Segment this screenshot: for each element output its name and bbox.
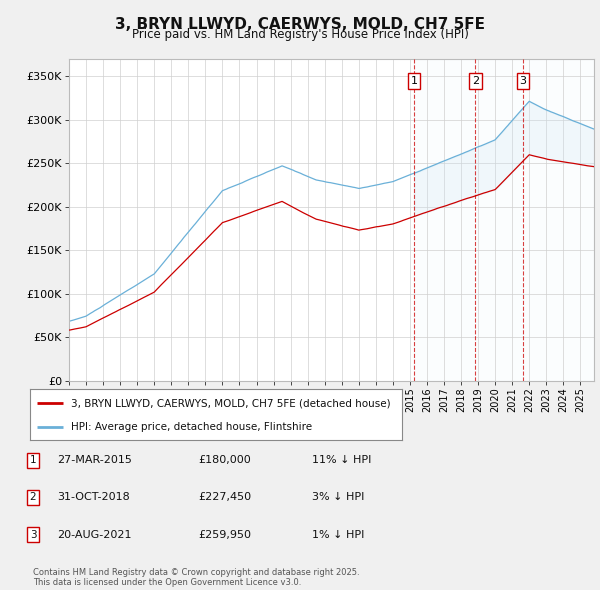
Text: Contains HM Land Registry data © Crown copyright and database right 2025.
This d: Contains HM Land Registry data © Crown c… <box>33 568 359 587</box>
Text: 1: 1 <box>29 455 37 465</box>
Text: £180,000: £180,000 <box>198 455 251 465</box>
Text: 11% ↓ HPI: 11% ↓ HPI <box>312 455 371 465</box>
Text: 31-OCT-2018: 31-OCT-2018 <box>57 493 130 502</box>
Text: 3% ↓ HPI: 3% ↓ HPI <box>312 493 364 502</box>
Text: Price paid vs. HM Land Registry's House Price Index (HPI): Price paid vs. HM Land Registry's House … <box>131 28 469 41</box>
Text: 20-AUG-2021: 20-AUG-2021 <box>57 530 131 539</box>
Text: 3: 3 <box>520 76 527 86</box>
Bar <box>414 59 594 381</box>
Text: 3: 3 <box>29 530 37 539</box>
Text: 1% ↓ HPI: 1% ↓ HPI <box>312 530 364 539</box>
Text: 27-MAR-2015: 27-MAR-2015 <box>57 455 132 465</box>
Text: 2: 2 <box>472 76 479 86</box>
Text: 1: 1 <box>410 76 418 86</box>
Text: HPI: Average price, detached house, Flintshire: HPI: Average price, detached house, Flin… <box>71 422 312 432</box>
Text: 3, BRYN LLWYD, CAERWYS, MOLD, CH7 5FE: 3, BRYN LLWYD, CAERWYS, MOLD, CH7 5FE <box>115 17 485 31</box>
Text: £259,950: £259,950 <box>198 530 251 539</box>
Text: £227,450: £227,450 <box>198 493 251 502</box>
Text: 3, BRYN LLWYD, CAERWYS, MOLD, CH7 5FE (detached house): 3, BRYN LLWYD, CAERWYS, MOLD, CH7 5FE (d… <box>71 398 391 408</box>
Text: 2: 2 <box>29 493 37 502</box>
